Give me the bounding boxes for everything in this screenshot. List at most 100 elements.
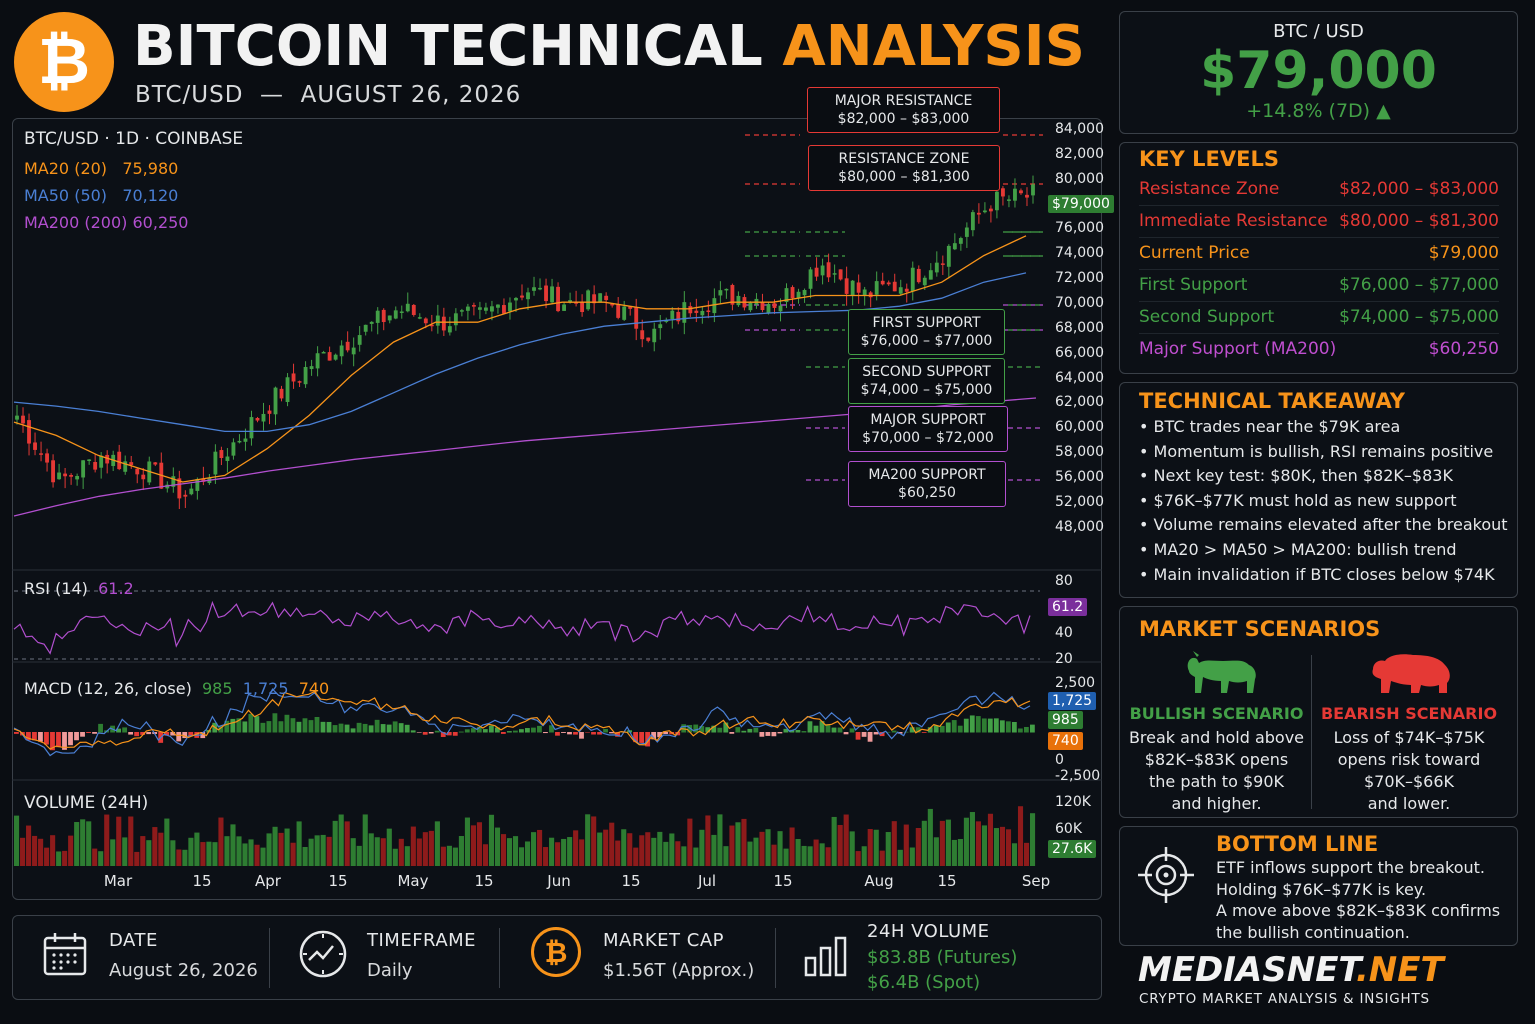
volume-bar xyxy=(615,840,621,866)
macd-hist-bar xyxy=(687,724,693,733)
key-level-label: Major Support (MA200) xyxy=(1139,339,1337,359)
macd-hist-bar xyxy=(368,725,374,733)
candle-body xyxy=(652,328,657,343)
volume-bar xyxy=(789,827,795,866)
candle-body xyxy=(315,353,320,369)
volume-bar xyxy=(254,844,260,866)
candle-body xyxy=(802,290,807,296)
candle-body xyxy=(189,488,194,495)
candle-body xyxy=(195,479,200,491)
volume-bar xyxy=(266,833,272,866)
x-tick-label: Jun xyxy=(547,872,571,890)
footer-timeframe-label: TIMEFRAME xyxy=(367,930,477,951)
volume-bar xyxy=(500,834,507,866)
macd-hist-bar xyxy=(200,732,206,739)
price-axis: 84,00082,00080,00078,00076,00074,00072,0… xyxy=(1040,118,1104,568)
annotation-resistance-zone: RESISTANCE ZONE $80,000 – $81,300 xyxy=(808,145,1000,191)
candle-body xyxy=(1031,184,1035,196)
brand-logo: MEDIASNET.NET xyxy=(1138,950,1444,990)
macd-hist-bar xyxy=(62,732,67,750)
candle-body xyxy=(1019,190,1023,194)
macd-hist-bar xyxy=(597,732,602,735)
volume-bar xyxy=(1005,829,1012,866)
macd-hist-bar xyxy=(464,729,470,733)
footer-divider-3 xyxy=(775,928,776,988)
volume-bar xyxy=(993,828,1000,866)
annotation-first-support: FIRST SUPPORT $76,000 – $77,000 xyxy=(848,309,1005,355)
macd-hist-bar xyxy=(254,716,260,733)
candle-body xyxy=(586,290,591,310)
macd-hist-bar xyxy=(537,725,542,733)
volume-bar xyxy=(891,821,897,866)
candle-body xyxy=(730,284,735,305)
macd-hist-bar xyxy=(885,731,891,733)
macd-hist-bar xyxy=(356,722,362,733)
macd-hist-bar xyxy=(260,722,266,733)
macd-hist-bar xyxy=(783,728,789,733)
chart-panel xyxy=(12,118,1102,900)
price-tick: 60,000 xyxy=(1055,419,1104,436)
candle-body xyxy=(129,462,134,465)
candle-body xyxy=(231,442,236,456)
macd-value: 985 xyxy=(201,679,233,698)
footer-panel: DATE August 26, 2026 TIMEFRAME Daily ₿ M… xyxy=(12,915,1102,1000)
volume-bar xyxy=(969,812,975,866)
candle-body xyxy=(453,313,458,326)
candle-body xyxy=(429,324,434,327)
candle-body xyxy=(580,301,585,313)
ma20-legend: MA20 (20) 75,980 xyxy=(24,159,178,178)
macd-signal-line xyxy=(13,690,1031,750)
volume-bar xyxy=(50,835,56,866)
volume-bar xyxy=(470,825,477,866)
macd-hist-bar xyxy=(350,728,356,733)
candle-body xyxy=(1001,188,1005,197)
volume-bar xyxy=(194,832,200,866)
macd-hist-bar xyxy=(512,730,518,733)
macd-hist-bar xyxy=(807,721,813,733)
macd-hist-bar xyxy=(795,729,801,733)
candle-body xyxy=(411,304,416,315)
bull-title: BULLISH SCENARIO xyxy=(1129,704,1304,723)
candle-body xyxy=(910,267,915,292)
macd-hist-bar xyxy=(284,714,290,733)
macd-hist-bar xyxy=(32,732,37,741)
volume-bar xyxy=(1023,842,1030,866)
volume-bar xyxy=(963,817,969,866)
takeaway-bullet: • $76K–$77K must hold as new support xyxy=(1139,489,1499,514)
volume-bar xyxy=(1011,843,1018,866)
volume-bar xyxy=(759,831,765,866)
volume-bar xyxy=(957,839,963,866)
volume-bar xyxy=(747,841,753,866)
candle-body xyxy=(483,307,488,311)
volume-bar xyxy=(278,832,284,866)
footer-volume-label: 24H VOLUME xyxy=(867,921,990,942)
footer-marketcap-value: $1.56T (Approx.) xyxy=(603,960,755,981)
volume-bar xyxy=(867,829,873,866)
x-tick-label: 15 xyxy=(621,872,641,890)
candle-body xyxy=(976,212,981,215)
macd-hist-bar xyxy=(891,730,897,733)
volume-bar xyxy=(308,838,314,866)
macd-hist-bar xyxy=(224,720,230,733)
annotation-second-support: SECOND SUPPORT $74,000 – $75,000 xyxy=(848,358,1005,404)
candle-body xyxy=(820,265,825,276)
macd-hist-bar xyxy=(843,732,849,735)
macd-hist-bar xyxy=(957,725,963,733)
candle-body xyxy=(892,281,897,292)
candle-body xyxy=(291,373,296,382)
macd-hist-bar xyxy=(849,728,855,733)
ma200-value: 60,250 xyxy=(132,213,189,232)
candle-body xyxy=(375,310,380,323)
volume-bar xyxy=(831,816,837,866)
price-tick: 72,000 xyxy=(1055,270,1104,287)
annotation-range: $76,000 – $77,000 xyxy=(860,333,993,349)
volume-bar xyxy=(140,836,146,866)
volume-bar xyxy=(374,837,380,866)
volume-bar xyxy=(681,846,687,866)
volume-bar xyxy=(879,850,885,866)
candle-body xyxy=(321,351,326,354)
volume-bar xyxy=(26,825,32,866)
volume-bar xyxy=(398,838,404,866)
macd-hist-bar xyxy=(164,732,170,736)
footer-marketcap-label: MARKET CAP xyxy=(603,930,724,951)
